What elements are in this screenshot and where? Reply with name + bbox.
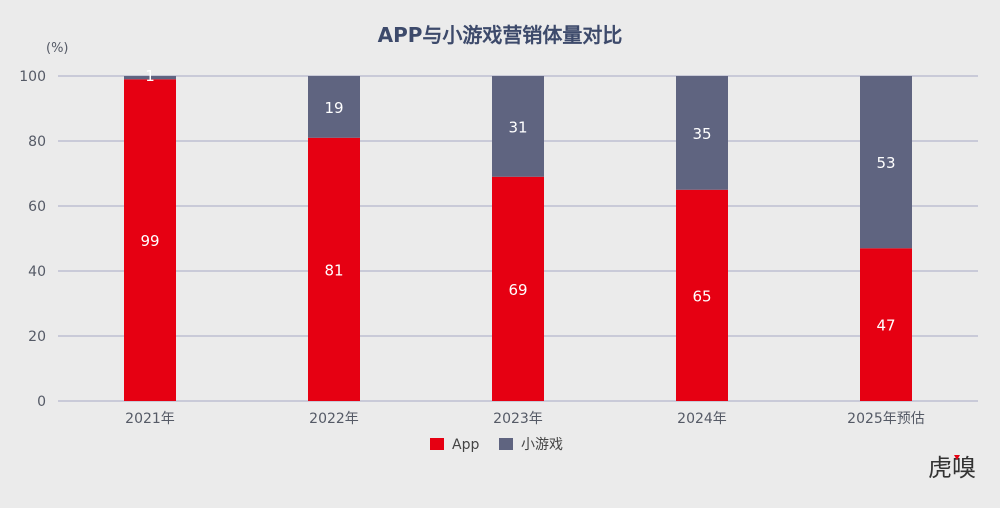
data-label: 1 [145, 67, 155, 85]
watermark-accent-mark [954, 455, 960, 460]
legend-swatch-minigame [499, 438, 513, 450]
data-label: 35 [692, 125, 711, 143]
bar-app-2 [492, 176, 544, 401]
bar-minigame-3 [676, 76, 728, 190]
bar-app-4 [860, 248, 912, 401]
x-category-label: 2021年 [125, 411, 175, 427]
bar-app-0 [124, 79, 176, 401]
data-label: 99 [140, 232, 159, 250]
bar-minigame-1 [308, 76, 360, 138]
x-category-label: 2025年预估 [847, 411, 925, 427]
legend-swatch-app [430, 438, 444, 450]
bar-minigame-2 [492, 76, 544, 177]
data-label: 53 [876, 154, 895, 172]
data-label: 69 [508, 281, 527, 299]
y-tick-label: 0 [37, 394, 46, 410]
bar-minigame-0 [124, 76, 176, 80]
y-tick-label: 60 [28, 199, 46, 215]
data-label: 65 [692, 287, 711, 305]
x-category-label: 2022年 [309, 411, 359, 427]
bar-app-1 [308, 137, 360, 401]
legend-label: 小游戏 [521, 437, 563, 453]
legend-label: App [452, 437, 479, 453]
chart-title: APP与小游戏营销体量对比 [378, 23, 623, 47]
data-label: 19 [324, 99, 343, 117]
x-category-label: 2023年 [493, 411, 543, 427]
y-tick-label: 100 [19, 69, 46, 85]
bar-minigame-4 [860, 76, 912, 249]
data-label: 31 [508, 118, 527, 136]
bar-app-3 [676, 189, 728, 401]
y-tick-label: 80 [28, 134, 46, 150]
y-axis-unit-label: (%) [46, 41, 69, 56]
brand-watermark-logo: 虎嗅 [928, 454, 976, 482]
x-category-label: 2024年 [677, 411, 727, 427]
y-tick-label: 20 [28, 329, 46, 345]
y-tick-label: 40 [28, 264, 46, 280]
data-label: 81 [324, 261, 343, 279]
data-label: 47 [876, 317, 895, 335]
